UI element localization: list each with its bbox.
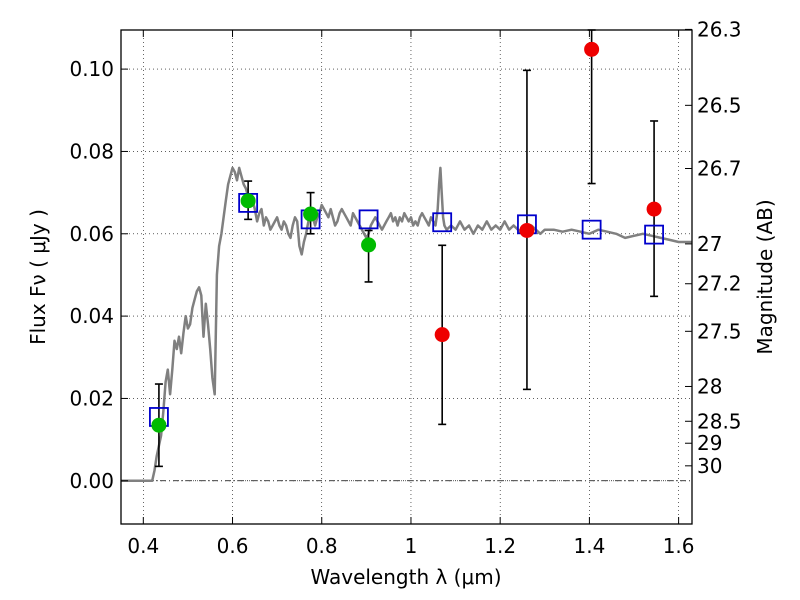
red-data-point — [434, 327, 450, 343]
plot-frame — [120, 29, 693, 525]
y-tick-label: 0.08 — [69, 139, 114, 163]
x-axis: 0.4 0.6 0.8 1 1.2 1.4 1.6 — [127, 30, 695, 558]
x-tick-label: 1 — [405, 534, 418, 558]
green-data-point — [151, 417, 167, 433]
red-data-point — [646, 201, 662, 217]
y-axis-left: 0.00 0.02 0.04 0.06 0.08 0.10 — [69, 57, 128, 493]
green-data-point — [240, 193, 256, 209]
x-tick-label: 1.2 — [484, 534, 516, 558]
right-tick-label: 26.5 — [697, 93, 742, 117]
model-spectrum — [121, 166, 692, 483]
y-tick-label: 0.04 — [69, 304, 114, 328]
model-square-marker — [644, 224, 664, 245]
x-axis-title: Wavelength λ (μm) — [310, 565, 501, 589]
right-tick-label: 28.5 — [697, 409, 742, 433]
right-tick-label: 27 — [697, 232, 722, 256]
y-tick-label: 0.10 — [69, 57, 114, 81]
error-bars — [154, 29, 659, 468]
model-square-marker — [581, 219, 602, 240]
right-tick-label: 27.5 — [697, 319, 742, 343]
right-axis-title: Magnitude (AB) — [753, 199, 777, 354]
x-tick-label: 0.6 — [217, 534, 249, 558]
red-data-point — [519, 222, 535, 238]
red-data-point — [584, 41, 600, 57]
x-tick-label: 0.4 — [127, 534, 159, 558]
right-tick-label: 29 — [697, 431, 722, 455]
right-tick-label: 30 — [697, 454, 722, 478]
green-data-point — [361, 237, 377, 253]
data-markers — [149, 41, 664, 433]
y-tick-label: 0.00 — [69, 469, 114, 493]
y-tick-label: 0.06 — [69, 222, 114, 246]
right-tick-label: 28 — [697, 374, 722, 398]
x-tick-label: 1.4 — [573, 534, 605, 558]
grid-lines — [121, 30, 692, 524]
right-tick-label: 26.3 — [697, 17, 742, 41]
green-data-point — [303, 206, 319, 222]
right-tick-label: 27.2 — [697, 272, 742, 296]
y-tick-label: 0.02 — [69, 386, 114, 410]
model-square-marker — [432, 212, 453, 233]
y-axis-title: Flux Fν ( μJy ) — [26, 209, 50, 345]
x-tick-label: 0.8 — [306, 534, 338, 558]
right-tick-label: 26.7 — [697, 156, 742, 180]
model-square-marker — [358, 209, 379, 230]
x-tick-label: 1.6 — [663, 534, 695, 558]
spectrum-line — [121, 166, 692, 483]
